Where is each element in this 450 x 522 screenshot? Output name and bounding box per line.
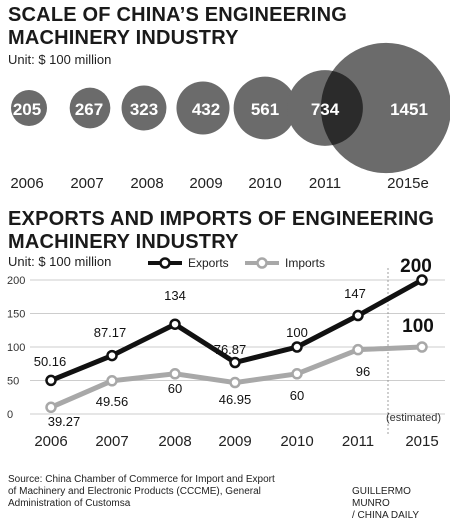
y-tick-150: 150: [7, 309, 25, 321]
source-line2: of Machinery and Electronic Products (CC…: [8, 486, 261, 497]
exports-point-2009: [229, 356, 241, 369]
imports-label-2011: 96: [356, 364, 370, 379]
legend-label-imports: Imports: [285, 256, 325, 270]
imports-point-2007: [106, 375, 118, 387]
imports-label-2008: 60: [168, 381, 182, 396]
bubble-2010: [233, 76, 297, 140]
bubble-year-2009: 2009: [189, 175, 222, 192]
bubble-year-2008: 2008: [130, 175, 163, 192]
imports-point-2010: [291, 368, 303, 380]
line-chart: 0 50 100 150 200 (estimated) 2006 2007 2008 2009 2…: [7, 256, 445, 450]
bubble-year-2015e: 2015e: [387, 175, 429, 192]
exports-label-2008: 134: [164, 288, 186, 303]
x-tick-2015: 2015: [405, 433, 438, 450]
exports-point-2007: [106, 349, 118, 362]
bubble-unit: Unit: $ 100 million: [8, 52, 112, 67]
x-tick-2007: 2007: [95, 433, 128, 450]
bubble-2008: [121, 85, 167, 131]
bubble-chart-title: SCALE OF CHINA’S ENGINEERING MACHINERY I…: [8, 4, 347, 50]
imports-label-2006: 39.27: [48, 414, 81, 429]
bubble-year-2006: 2006: [10, 175, 43, 192]
bubble-value-2010: 561: [251, 100, 279, 119]
y-tick-0: 0: [7, 409, 13, 421]
source-line3: Administration of Customsa: [8, 498, 131, 509]
x-tick-2011: 2011: [342, 433, 374, 450]
y-tick-100: 100: [7, 342, 25, 354]
bubble-value-2009: 432: [192, 100, 220, 119]
line-title-line1: EXPORTS AND IMPORTS OF ENGINEERING: [8, 208, 435, 230]
legend-marker-exports: [159, 257, 171, 269]
bubble-value-2011: 734: [311, 100, 340, 119]
bubble-value-2015e: 1451: [390, 100, 428, 119]
exports-point-2006: [45, 374, 57, 387]
bubble-value-2008: 323: [130, 100, 158, 119]
legend-marker-imports: [256, 257, 268, 269]
bubble-value-2007: 267: [75, 100, 103, 119]
y-tick-50: 50: [7, 376, 19, 388]
bubble-year-2011: 2011: [309, 175, 341, 192]
credit-line2: / CHINA DAILY: [352, 510, 420, 521]
bubble-2007: [69, 87, 111, 129]
line-chart-title: EXPORTS AND IMPORTS OF ENGINEERING MACHI…: [8, 208, 434, 254]
exports-label-2007: 87.17: [94, 325, 127, 340]
imports-point-2009: [229, 376, 241, 389]
line-unit: Unit: $ 100 million: [8, 254, 112, 269]
bubble-title-line2: MACHINERY INDUSTRY: [8, 27, 239, 49]
credit-line1: GUILLERMO MUNRO: [352, 486, 411, 509]
imports-point-2006: [45, 401, 57, 414]
imports-label-2007: 49.56: [96, 394, 129, 409]
source-line1: Source: China Chamber of Commerce for Im…: [8, 474, 275, 485]
estimated-note: (estimated): [386, 412, 441, 424]
imports-point-2011: [352, 343, 364, 356]
x-tick-2008: 2008: [158, 433, 191, 450]
exports-point-2008: [169, 318, 181, 330]
imports-point-2015: [416, 341, 428, 353]
bubble-2006: [11, 90, 47, 126]
bubble-value-2006: 205: [13, 100, 41, 119]
bubble-title-line1: SCALE OF CHINA’S ENGINEERING: [8, 4, 347, 26]
bubble-2015e: [320, 42, 450, 174]
exports-label-2015: 200: [400, 256, 432, 277]
exports-point-2015: [416, 274, 428, 286]
bubble-year-2007: 2007: [70, 175, 103, 192]
exports-label-2006: 50.16: [34, 354, 67, 369]
imports-label-2010: 60: [290, 388, 304, 403]
bubble-year-2010: 2010: [248, 175, 281, 192]
imports-label-2009: 46.95: [219, 392, 252, 407]
credit-note: GUILLERMO MUNRO / CHINA DAILY: [352, 486, 450, 522]
exports-label-2011: 147: [344, 286, 366, 301]
exports-label-2009: 76.87: [214, 342, 247, 357]
exports-label-2010: 100: [286, 325, 308, 340]
legend-label-exports: Exports: [188, 256, 229, 270]
source-note: Source: China Chamber of Commerce for Im…: [8, 474, 275, 510]
x-tick-2009: 2009: [218, 433, 251, 450]
imports-label-2015: 100: [402, 316, 434, 337]
exports-point-2011: [352, 309, 364, 322]
exports-point-2010: [291, 341, 303, 353]
imports-point-2008: [169, 368, 181, 380]
bubble-chart: 205 2006 267 2007 323 2008 432 2009 561 2010 734 20…: [10, 42, 450, 192]
line-title-line2: MACHINERY INDUSTRY: [8, 231, 239, 253]
x-tick-2006: 2006: [34, 433, 67, 450]
x-tick-2010: 2010: [280, 433, 313, 450]
y-tick-200: 200: [7, 275, 25, 287]
bubble-2009: [176, 81, 230, 135]
